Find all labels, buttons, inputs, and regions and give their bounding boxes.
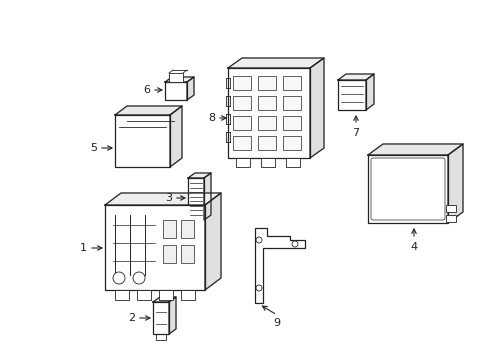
Bar xyxy=(445,215,455,222)
Polygon shape xyxy=(164,77,194,82)
Polygon shape xyxy=(447,144,462,223)
FancyBboxPatch shape xyxy=(370,158,444,220)
Circle shape xyxy=(291,241,297,247)
Polygon shape xyxy=(169,297,176,334)
Bar xyxy=(283,76,301,90)
Bar xyxy=(283,96,301,110)
Text: 1: 1 xyxy=(80,243,87,253)
Bar xyxy=(232,116,250,130)
Bar xyxy=(181,290,195,300)
Text: 9: 9 xyxy=(273,318,280,328)
Polygon shape xyxy=(254,228,305,303)
Bar xyxy=(236,158,249,167)
Bar xyxy=(159,290,173,300)
Polygon shape xyxy=(337,74,373,80)
Bar xyxy=(258,116,275,130)
Bar xyxy=(258,96,275,110)
Bar xyxy=(187,178,203,220)
Bar xyxy=(115,115,170,167)
Bar xyxy=(258,76,275,90)
Polygon shape xyxy=(309,58,324,158)
Bar xyxy=(285,158,299,167)
Bar xyxy=(169,73,183,82)
Bar xyxy=(181,245,194,263)
Bar xyxy=(164,82,186,100)
Polygon shape xyxy=(153,297,176,302)
Circle shape xyxy=(256,285,262,291)
Bar xyxy=(227,68,309,158)
Bar xyxy=(232,76,250,90)
Bar xyxy=(258,136,275,150)
Bar xyxy=(261,158,274,167)
Bar xyxy=(337,80,365,110)
Bar xyxy=(232,136,250,150)
Bar xyxy=(105,205,204,290)
Bar xyxy=(163,245,176,263)
Polygon shape xyxy=(115,106,182,115)
Polygon shape xyxy=(187,173,210,178)
Text: 4: 4 xyxy=(409,242,417,252)
Polygon shape xyxy=(105,193,221,205)
Bar xyxy=(445,205,455,212)
Bar xyxy=(232,96,250,110)
Text: 3: 3 xyxy=(164,193,172,203)
Polygon shape xyxy=(204,193,221,290)
Bar xyxy=(367,155,447,223)
Polygon shape xyxy=(186,77,194,100)
Bar xyxy=(163,220,176,238)
Text: 2: 2 xyxy=(128,313,135,323)
Text: 5: 5 xyxy=(90,143,97,153)
Text: 8: 8 xyxy=(207,113,215,123)
Text: 6: 6 xyxy=(142,85,150,95)
Polygon shape xyxy=(365,74,373,110)
Bar xyxy=(283,116,301,130)
Polygon shape xyxy=(203,173,210,220)
Bar xyxy=(115,290,129,300)
Bar xyxy=(153,302,169,334)
Bar xyxy=(283,136,301,150)
Bar xyxy=(137,290,151,300)
Bar xyxy=(181,220,194,238)
Circle shape xyxy=(113,272,125,284)
Circle shape xyxy=(256,237,262,243)
Polygon shape xyxy=(367,144,462,155)
Circle shape xyxy=(133,272,145,284)
Text: 7: 7 xyxy=(352,128,359,138)
Polygon shape xyxy=(170,106,182,167)
Polygon shape xyxy=(227,58,324,68)
